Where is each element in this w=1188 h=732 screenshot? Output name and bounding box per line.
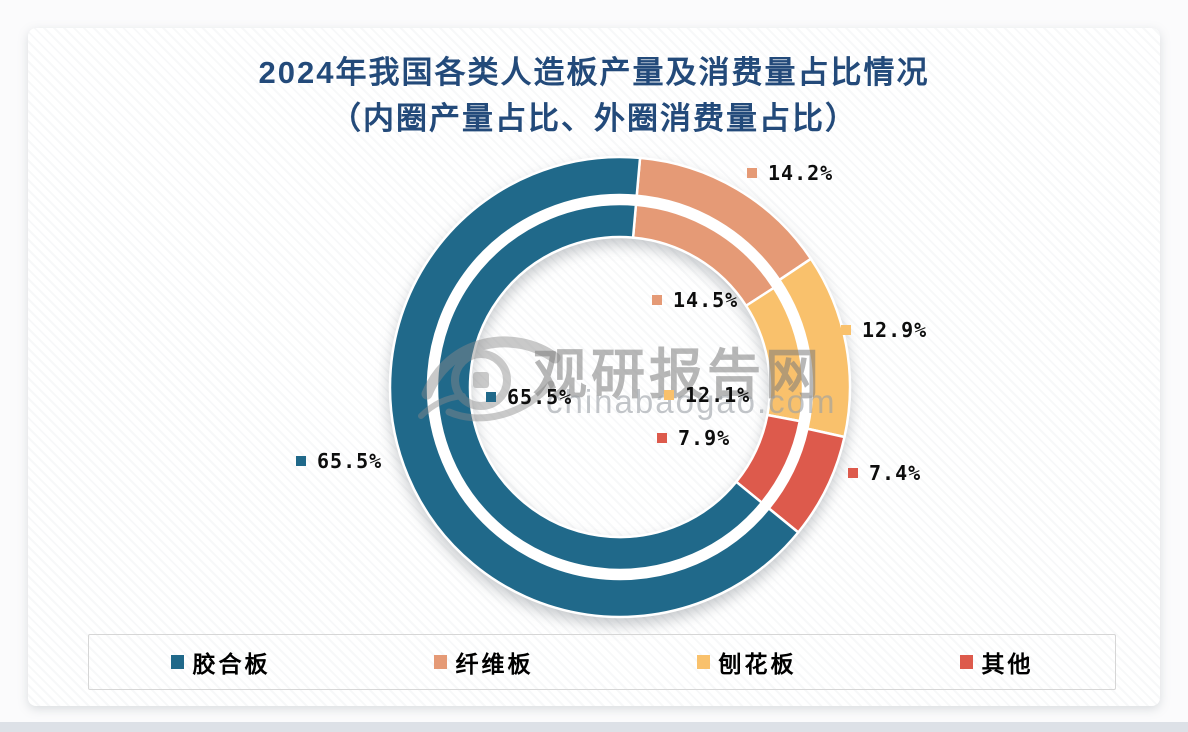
legend-item-other[interactable]: 其他 (959, 645, 1034, 679)
legend-marker-plywood (170, 655, 184, 669)
label-inner-其他: 7.9% (657, 426, 730, 450)
legend-marker-other (959, 655, 973, 669)
label-outer-其他: 7.4% (848, 461, 921, 485)
legend-item-particleboard[interactable]: 刨花板 (696, 645, 797, 679)
label-outer-纤维板: 14.2% (747, 161, 833, 185)
label-value: 14.2% (768, 161, 834, 185)
label-value: 7.9% (678, 426, 731, 450)
label-outer-胶合板: 65.5% (296, 449, 382, 473)
label-value: 7.4% (869, 461, 922, 485)
legend-marker-particleboard (696, 655, 710, 669)
label-value: 14.5% (673, 288, 739, 312)
title-block: 2024年我国各类人造板产量及消费量占比情况 （内圈产量占比、外圈消费量占比） (28, 50, 1160, 142)
label-inner-胶合板: 65.5% (486, 385, 572, 409)
legend-label-fiberboard: 纤维板 (455, 651, 534, 677)
label-marker (486, 392, 496, 402)
label-marker (296, 456, 306, 466)
legend-marker-fiberboard (433, 655, 447, 669)
chart-title: 2024年我国各类人造板产量及消费量占比情况 (258, 55, 930, 90)
label-marker (848, 468, 858, 478)
label-value: 65.5% (507, 385, 573, 409)
label-marker (747, 168, 757, 178)
label-value: 65.5% (317, 449, 383, 473)
label-inner-刨花板: 12.1% (664, 383, 750, 407)
legend-label-other: 其他 (981, 651, 1034, 677)
legend-label-particleboard: 刨花板 (718, 651, 797, 677)
label-outer-刨花板: 12.9% (841, 318, 927, 342)
label-marker (664, 390, 674, 400)
label-marker (657, 433, 667, 443)
bottom-strip (0, 722, 1188, 732)
chart-subtitle: （内圈产量占比、外圈消费量占比） (330, 101, 858, 136)
label-value: 12.1% (685, 383, 751, 407)
label-marker (841, 325, 851, 335)
legend-item-plywood[interactable]: 胶合板 (170, 645, 271, 679)
legend-item-fiberboard[interactable]: 纤维板 (433, 645, 534, 679)
label-marker (652, 295, 662, 305)
label-value: 12.9% (862, 318, 928, 342)
legend: 胶合板 纤维板 刨花板 其他 (88, 634, 1116, 690)
legend-label-plywood: 胶合板 (192, 651, 271, 677)
label-inner-纤维板: 14.5% (652, 288, 738, 312)
